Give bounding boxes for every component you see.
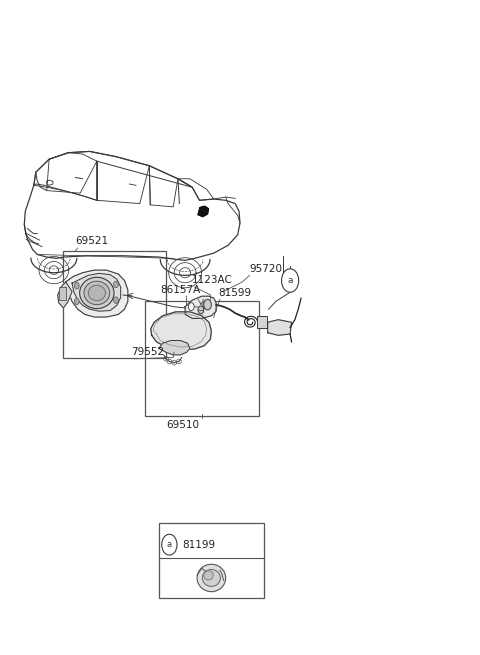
Polygon shape (185, 296, 216, 318)
Circle shape (114, 281, 118, 288)
Ellipse shape (202, 569, 220, 586)
Circle shape (281, 269, 299, 292)
Text: 95720: 95720 (250, 264, 283, 274)
Ellipse shape (197, 564, 226, 591)
Circle shape (189, 303, 194, 310)
Text: 81599: 81599 (218, 288, 252, 298)
Text: 1123AC: 1123AC (192, 275, 233, 285)
Text: 81199: 81199 (182, 540, 215, 550)
Text: 79552: 79552 (131, 347, 164, 357)
Polygon shape (72, 273, 120, 311)
Text: 86157A: 86157A (160, 285, 201, 295)
Bar (144, 301, 259, 415)
Text: a: a (288, 276, 293, 285)
Circle shape (204, 299, 211, 310)
Polygon shape (58, 282, 72, 308)
Text: 69510: 69510 (166, 420, 199, 430)
Polygon shape (151, 312, 211, 350)
Text: 69521: 69521 (75, 236, 108, 246)
Polygon shape (268, 320, 291, 335)
Ellipse shape (84, 281, 110, 305)
Bar (257, 316, 267, 328)
Circle shape (162, 534, 177, 555)
Circle shape (114, 297, 118, 303)
Bar (159, 523, 264, 598)
Circle shape (203, 301, 208, 309)
Bar (63, 251, 166, 358)
Polygon shape (159, 341, 190, 355)
Ellipse shape (88, 285, 106, 301)
Text: a: a (167, 540, 172, 549)
Polygon shape (198, 206, 208, 217)
Circle shape (198, 306, 204, 314)
Bar (59, 287, 66, 300)
Circle shape (74, 282, 79, 289)
Ellipse shape (204, 571, 213, 580)
Polygon shape (66, 270, 128, 317)
Circle shape (74, 298, 79, 305)
Ellipse shape (80, 277, 114, 309)
